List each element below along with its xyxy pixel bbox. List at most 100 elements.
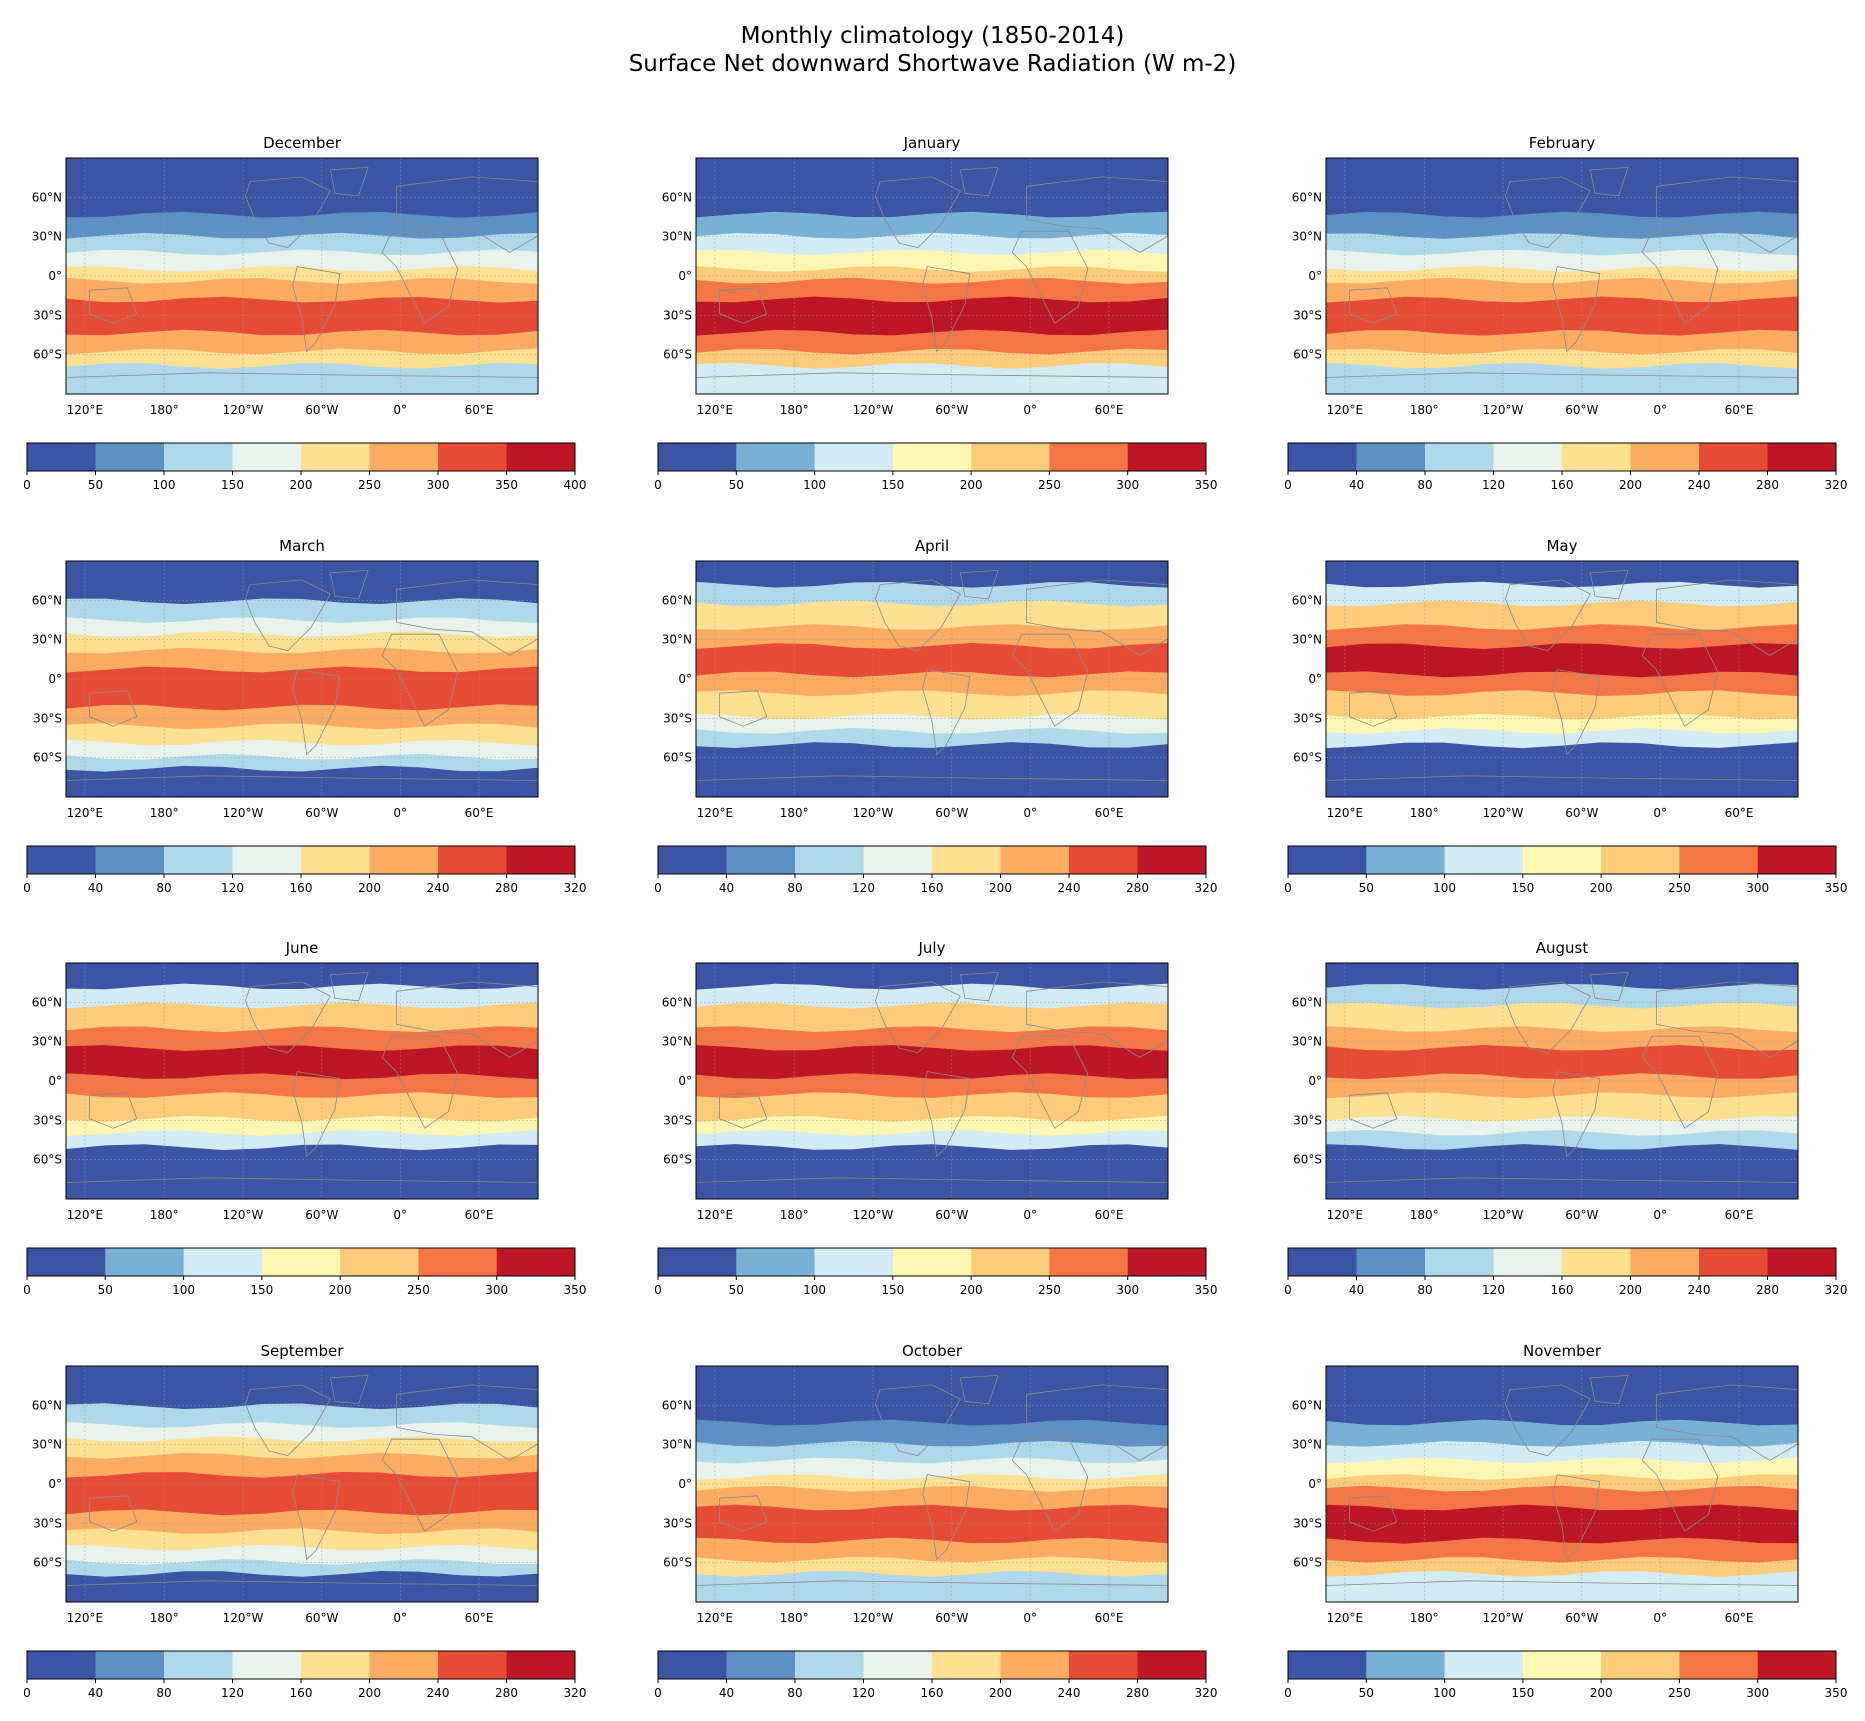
coastline <box>89 1092 138 1129</box>
lat-tick-label: 0° <box>48 1074 62 1088</box>
colorbar-tick-label: 160 <box>1551 478 1574 492</box>
colorbar-tick-label: 200 <box>960 478 983 492</box>
colorbar-tick-label: 320 <box>1825 478 1848 492</box>
colorbar-tick-label: 120 <box>852 881 875 895</box>
colorbar-tick-label: 0 <box>1284 1283 1292 1297</box>
lon-tick-label: 120°W <box>223 403 264 417</box>
contour-band <box>1326 1073 1798 1100</box>
contour-band <box>1326 742 1798 797</box>
colorbar-tick-label: 350 <box>1825 881 1848 895</box>
coastline <box>1326 775 1798 797</box>
colorbar-segment <box>932 846 1001 874</box>
colorbar-segment <box>658 1248 737 1276</box>
lon-tick-label: 120°E <box>67 1611 104 1625</box>
lat-tick-label: 60°S <box>33 348 62 362</box>
colorbar-segment <box>105 1248 185 1276</box>
panel-november: November 60°N 30°N 0° 30°S 60°S 120°E 180° 120°W… <box>1284 1342 1847 1700</box>
colorbar-tick-label: 40 <box>88 881 103 895</box>
colorbar-tick-label: 40 <box>88 1686 103 1700</box>
colorbar-tick-label: 400 <box>564 478 587 492</box>
colorbar-segment <box>232 846 302 874</box>
coastline <box>1326 372 1798 394</box>
coastline <box>922 266 971 353</box>
colorbar-segment <box>27 1248 106 1276</box>
colorbar-segment <box>369 1651 439 1679</box>
panel-june: June 60°N 30°N 0° 30°S 60°S 120°E 180° 120°W 60°W… <box>23 939 586 1297</box>
contour-band <box>66 1366 538 1411</box>
colorbar-tick-label: 150 <box>881 478 904 492</box>
colorbar-tick-label: 200 <box>358 1686 381 1700</box>
coastline <box>1326 1177 1798 1199</box>
coastline <box>1504 579 1591 652</box>
coastline <box>66 775 538 797</box>
lon-tick-label: 120°W <box>223 1208 264 1222</box>
contour-band <box>66 1002 538 1034</box>
colorbar-tick-label: 120 <box>221 1686 244 1700</box>
colorbar-tick-label: 0 <box>23 1283 31 1297</box>
lon-tick-label: 120°W <box>223 1611 264 1625</box>
contour-band <box>66 362 538 394</box>
coastline <box>66 1580 538 1602</box>
contour-band <box>66 1509 538 1536</box>
lon-tick-label: 60°E <box>465 806 494 820</box>
contour-band <box>696 1045 1168 1081</box>
lon-tick-label: 60°E <box>465 1611 494 1625</box>
coastline <box>89 287 138 324</box>
colorbar-tick-label: 240 <box>427 1686 450 1700</box>
coastline <box>89 690 138 727</box>
lon-tick-label: 180° <box>150 1611 179 1625</box>
lat-tick-label: 0° <box>678 1477 692 1491</box>
lat-tick-label: 30°N <box>662 1035 692 1049</box>
map-frame <box>695 157 1169 395</box>
contour-band <box>696 1366 1168 1427</box>
colorbar-segment <box>736 1248 816 1276</box>
coastline <box>959 971 999 1002</box>
colorbar-tick-label: 350 <box>1825 1686 1848 1700</box>
colorbar-tick-label: 200 <box>1619 478 1642 492</box>
contour-band <box>696 1485 1168 1512</box>
colorbar-segment <box>340 1248 419 1276</box>
colorbar-segment <box>736 443 816 471</box>
contour-band <box>66 963 538 991</box>
contour-band <box>66 647 538 674</box>
contour-band <box>696 600 1168 632</box>
lon-tick-label: 180° <box>150 403 179 417</box>
colorbar-segment <box>892 1248 972 1276</box>
lon-tick-label: 180° <box>780 1208 809 1222</box>
colorbar-tick-label: 120 <box>1482 1283 1505 1297</box>
coastline <box>1589 1374 1629 1405</box>
colorbar-tick-label: 200 <box>989 1686 1012 1700</box>
lon-tick-label: 60°W <box>1565 1208 1598 1222</box>
coastline <box>1641 633 1719 727</box>
lon-tick-label: 180° <box>1410 403 1439 417</box>
lon-tick-label: 0° <box>393 403 407 417</box>
contour-band <box>66 561 538 606</box>
colorbar-tick-label: 250 <box>1668 1686 1691 1700</box>
colorbar-segment <box>863 846 933 874</box>
colorbar-tick-label: 50 <box>98 1283 113 1297</box>
colorbar-segment <box>1288 1248 1357 1276</box>
panel-september: September 60°N 30°N 0° 30°S 60°S 120°E 180° 120°… <box>23 1342 586 1700</box>
colorbar-tick-label: 280 <box>1756 1283 1779 1297</box>
colorbar-segment <box>1137 846 1207 874</box>
colorbar-segment <box>183 1248 263 1276</box>
colorbar-segment <box>232 1651 302 1679</box>
colorbar-segment <box>1601 1651 1680 1679</box>
contour-band <box>696 1130 1168 1152</box>
lat-tick-label: 60°N <box>1292 593 1322 607</box>
lon-tick-label: 120°W <box>1483 1208 1524 1222</box>
colorbar-september: 0 40 80 120 160 200 240 280 320 <box>23 1650 586 1700</box>
lon-tick-label: 60°W <box>935 1611 968 1625</box>
colorbar-segment <box>1000 846 1070 874</box>
lon-tick-label: 60°W <box>305 806 338 820</box>
lon-tick-label: 0° <box>1023 403 1037 417</box>
coastline <box>1349 287 1398 324</box>
colorbar-tick-label: 240 <box>1688 478 1711 492</box>
contour-band <box>66 666 538 712</box>
lat-tick-label: 30°S <box>1293 308 1322 322</box>
coastline <box>1656 1384 1798 1461</box>
colorbar-segment <box>1757 1651 1837 1679</box>
contour-band <box>1326 1144 1798 1199</box>
colorbar-segment <box>1049 1248 1129 1276</box>
panel-april: April 60°N 30°N 0° 30°S 60°S 120°E 180° 120°W 60°… <box>654 537 1217 895</box>
